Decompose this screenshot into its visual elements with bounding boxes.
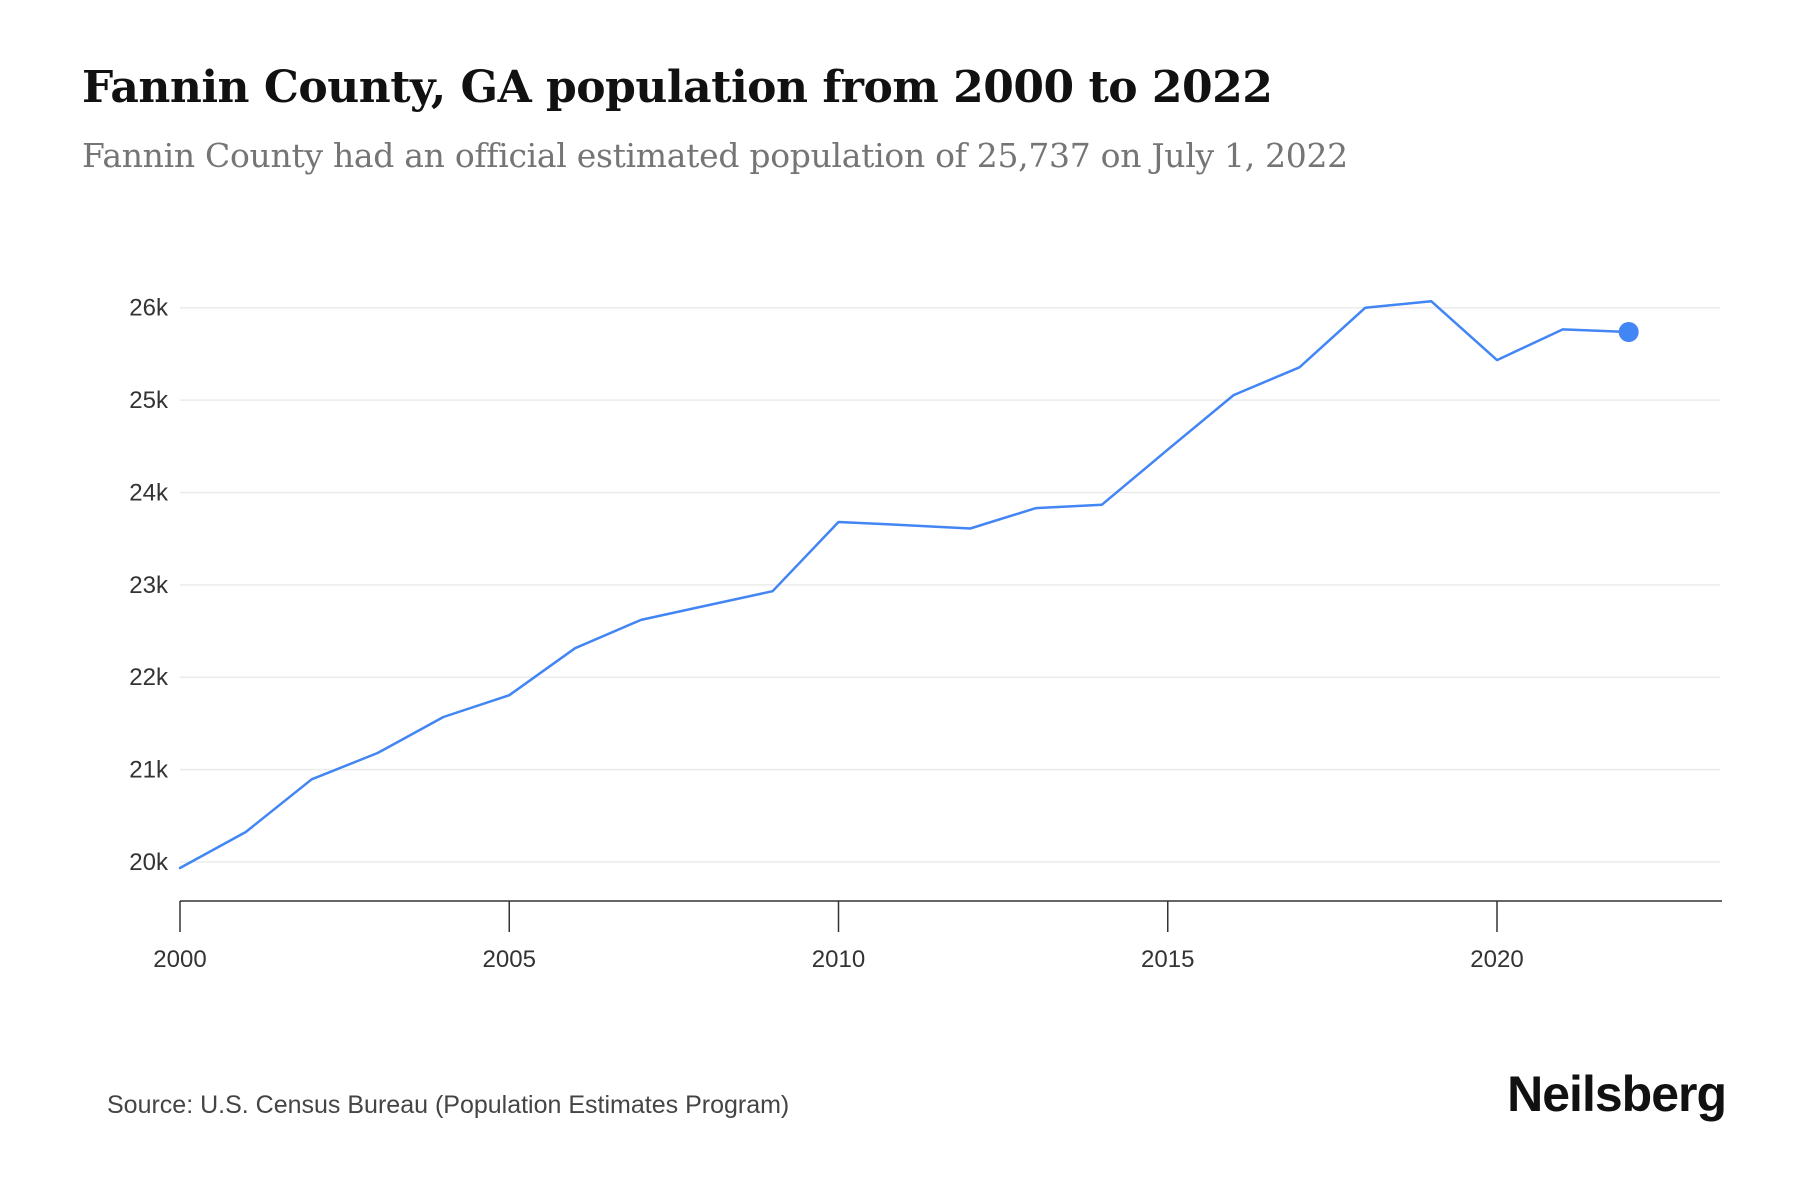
y-tick-label: 20k <box>129 849 169 876</box>
data-point <box>771 589 775 593</box>
gridlines <box>180 306 1720 863</box>
data-point <box>1100 503 1104 507</box>
series-population <box>178 299 1639 870</box>
y-tick-label: 21k <box>129 757 169 784</box>
chart-subtitle: Fannin County had an official estimated … <box>82 136 1348 175</box>
y-tick-label: 25k <box>129 387 169 414</box>
data-point <box>1297 365 1301 369</box>
x-tick-label: 2010 <box>812 946 865 973</box>
y-tick-label: 23k <box>129 572 169 599</box>
y-tick-label: 26k <box>129 295 169 322</box>
data-point <box>902 523 906 527</box>
population-line <box>178 299 1630 870</box>
data-point <box>1429 299 1433 303</box>
data-point <box>837 520 841 524</box>
data-point <box>1561 327 1565 331</box>
x-tick-label: 2005 <box>483 946 536 973</box>
data-point <box>1232 393 1236 397</box>
data-point <box>968 526 972 530</box>
y-tick-label: 22k <box>129 664 169 691</box>
data-point <box>1363 306 1367 310</box>
y-axis-labels: 20k 21k 22k 23k 24k 25k 26k <box>129 295 169 876</box>
data-point <box>507 693 511 697</box>
data-point <box>1495 358 1499 362</box>
x-tick-label: 2015 <box>1141 946 1194 973</box>
brand-logo: Neilsberg <box>1507 1066 1727 1122</box>
latest-value-marker <box>1618 321 1639 342</box>
data-point <box>705 604 709 608</box>
x-axis: 2000 2005 2010 2015 2020 <box>153 900 1722 973</box>
data-point <box>310 777 314 781</box>
y-tick-label: 24k <box>129 479 169 506</box>
data-point <box>376 751 380 755</box>
data-point <box>573 646 577 650</box>
data-point <box>178 866 182 870</box>
data-point <box>639 618 643 622</box>
data-point <box>1034 506 1038 510</box>
source-note: Source: U.S. Census Bureau (Population E… <box>107 1091 790 1119</box>
x-tick-label: 2000 <box>153 946 206 973</box>
chart-title: Fannin County, GA population from 2000 t… <box>82 62 1273 113</box>
data-point <box>1166 448 1170 452</box>
x-tick-label: 2020 <box>1470 946 1523 973</box>
data-point <box>244 830 248 834</box>
data-point <box>441 715 445 719</box>
